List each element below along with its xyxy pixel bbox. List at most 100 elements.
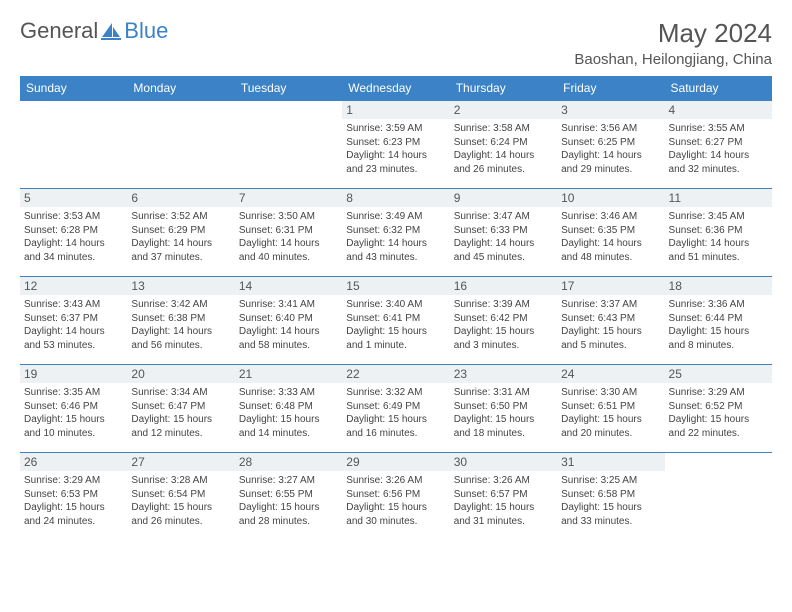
sunrise: Sunrise: 3:43 AM (24, 298, 123, 312)
day-number: 8 (342, 189, 449, 207)
weekday-header: Saturday (665, 76, 772, 101)
sunset: Sunset: 6:44 PM (669, 312, 768, 326)
day-info: Sunrise: 3:42 AMSunset: 6:38 PMDaylight:… (131, 298, 230, 352)
day-number: 31 (557, 453, 664, 471)
daylight: Daylight: 15 hours and 8 minutes. (669, 325, 768, 352)
sunset: Sunset: 6:55 PM (239, 488, 338, 502)
daylight: Daylight: 14 hours and 29 minutes. (561, 149, 660, 176)
sunset: Sunset: 6:50 PM (454, 400, 553, 414)
daylight: Daylight: 14 hours and 34 minutes. (24, 237, 123, 264)
calendar-row: 19Sunrise: 3:35 AMSunset: 6:46 PMDayligh… (20, 365, 772, 453)
calendar-cell: 1Sunrise: 3:59 AMSunset: 6:23 PMDaylight… (342, 101, 449, 189)
logo-sail-icon (100, 21, 122, 41)
day-number: 7 (235, 189, 342, 207)
day-number: 26 (20, 453, 127, 471)
day-info: Sunrise: 3:29 AMSunset: 6:53 PMDaylight:… (24, 474, 123, 528)
day-number: 4 (665, 101, 772, 119)
sunset: Sunset: 6:48 PM (239, 400, 338, 414)
calendar-row: 1Sunrise: 3:59 AMSunset: 6:23 PMDaylight… (20, 101, 772, 189)
calendar-cell: 13Sunrise: 3:42 AMSunset: 6:38 PMDayligh… (127, 277, 234, 365)
sunrise: Sunrise: 3:36 AM (669, 298, 768, 312)
day-number: 18 (665, 277, 772, 295)
day-number: 20 (127, 365, 234, 383)
day-info: Sunrise: 3:34 AMSunset: 6:47 PMDaylight:… (131, 386, 230, 440)
calendar-page: General Blue May 2024 Baoshan, Heilongji… (0, 0, 792, 551)
day-number: 12 (20, 277, 127, 295)
day-number: 5 (20, 189, 127, 207)
day-info: Sunrise: 3:56 AMSunset: 6:25 PMDaylight:… (561, 122, 660, 176)
sunrise: Sunrise: 3:28 AM (131, 474, 230, 488)
daylight: Daylight: 14 hours and 32 minutes. (669, 149, 768, 176)
sunrise: Sunrise: 3:29 AM (669, 386, 768, 400)
calendar-cell: 3Sunrise: 3:56 AMSunset: 6:25 PMDaylight… (557, 101, 664, 189)
day-info: Sunrise: 3:33 AMSunset: 6:48 PMDaylight:… (239, 386, 338, 440)
day-info: Sunrise: 3:49 AMSunset: 6:32 PMDaylight:… (346, 210, 445, 264)
calendar-cell: 17Sunrise: 3:37 AMSunset: 6:43 PMDayligh… (557, 277, 664, 365)
calendar-cell: 27 Sunrise: 3:28 AMSunset: 6:54 PMDayligh… (127, 453, 234, 541)
calendar-cell: 16Sunrise: 3:39 AMSunset: 6:42 PMDayligh… (450, 277, 557, 365)
day-info: Sunrise: 3:36 AMSunset: 6:44 PMDaylight:… (669, 298, 768, 352)
calendar-cell: 18 Sunrise: 3:36 AMSunset: 6:44 PMDayligh… (665, 277, 772, 365)
day-info: Sunrise: 3:35 AMSunset: 6:46 PMDaylight:… (24, 386, 123, 440)
logo-word2: Blue (124, 18, 168, 44)
calendar-cell (235, 101, 342, 189)
calendar-cell (665, 453, 772, 541)
day-info: Sunrise: 3:25 AMSunset: 6:58 PMDaylight:… (561, 474, 660, 528)
daylight: Daylight: 15 hours and 12 minutes. (131, 413, 230, 440)
daylight: Daylight: 15 hours and 14 minutes. (239, 413, 338, 440)
weekday-header: Tuesday (235, 76, 342, 101)
day-info: Sunrise: 3:50 AMSunset: 6:31 PMDaylight:… (239, 210, 338, 264)
sunrise: Sunrise: 3:32 AM (346, 386, 445, 400)
calendar-body: 1Sunrise: 3:59 AMSunset: 6:23 PMDaylight… (20, 101, 772, 541)
calendar-cell: 15Sunrise: 3:40 AMSunset: 6:41 PMDayligh… (342, 277, 449, 365)
calendar-cell: 7 Sunrise: 3:50 AMSunset: 6:31 PMDaylight… (235, 189, 342, 277)
weekday-header: Monday (127, 76, 234, 101)
sunset: Sunset: 6:37 PM (24, 312, 123, 326)
sunset: Sunset: 6:58 PM (561, 488, 660, 502)
day-info: Sunrise: 3:53 AMSunset: 6:28 PMDaylight:… (24, 210, 123, 264)
daylight: Daylight: 15 hours and 26 minutes. (131, 501, 230, 528)
sunrise: Sunrise: 3:25 AM (561, 474, 660, 488)
day-number: 25 (665, 365, 772, 383)
sunset: Sunset: 6:46 PM (24, 400, 123, 414)
sunrise: Sunrise: 3:30 AM (561, 386, 660, 400)
daylight: Daylight: 14 hours and 45 minutes. (454, 237, 553, 264)
sunrise: Sunrise: 3:33 AM (239, 386, 338, 400)
sunrise: Sunrise: 3:45 AM (669, 210, 768, 224)
daylight: Daylight: 15 hours and 5 minutes. (561, 325, 660, 352)
sunset: Sunset: 6:43 PM (561, 312, 660, 326)
sunrise: Sunrise: 3:39 AM (454, 298, 553, 312)
day-info: Sunrise: 3:37 AMSunset: 6:43 PMDaylight:… (561, 298, 660, 352)
sunrise: Sunrise: 3:26 AM (454, 474, 553, 488)
header: General Blue May 2024 Baoshan, Heilongji… (20, 18, 772, 68)
daylight: Daylight: 14 hours and 23 minutes. (346, 149, 445, 176)
calendar-cell (127, 101, 234, 189)
daylight: Daylight: 15 hours and 30 minutes. (346, 501, 445, 528)
location: Baoshan, Heilongjiang, China (574, 51, 772, 68)
day-number: 28 (235, 453, 342, 471)
day-number: 10 (557, 189, 664, 207)
day-info: Sunrise: 3:39 AMSunset: 6:42 PMDaylight:… (454, 298, 553, 352)
day-number: 27 (127, 453, 234, 471)
sunset: Sunset: 6:54 PM (131, 488, 230, 502)
daylight: Daylight: 14 hours and 26 minutes. (454, 149, 553, 176)
sunset: Sunset: 6:42 PM (454, 312, 553, 326)
calendar-cell: 26 Sunrise: 3:29 AMSunset: 6:53 PMDayligh… (20, 453, 127, 541)
day-number: 30 (450, 453, 557, 471)
day-number: 2 (450, 101, 557, 119)
day-number: 9 (450, 189, 557, 207)
calendar-head: SundayMondayTuesdayWednesdayThursdayFrid… (20, 76, 772, 101)
sunset: Sunset: 6:41 PM (346, 312, 445, 326)
daylight: Daylight: 15 hours and 3 minutes. (454, 325, 553, 352)
sunset: Sunset: 6:23 PM (346, 136, 445, 150)
day-info: Sunrise: 3:27 AMSunset: 6:55 PMDaylight:… (239, 474, 338, 528)
weekday-header: Thursday (450, 76, 557, 101)
sunset: Sunset: 6:27 PM (669, 136, 768, 150)
calendar-cell: 24Sunrise: 3:30 AMSunset: 6:51 PMDayligh… (557, 365, 664, 453)
sunrise: Sunrise: 3:50 AM (239, 210, 338, 224)
sunset: Sunset: 6:52 PM (669, 400, 768, 414)
sunrise: Sunrise: 3:29 AM (24, 474, 123, 488)
title-block: May 2024 Baoshan, Heilongjiang, China (574, 18, 772, 68)
day-number: 6 (127, 189, 234, 207)
logo: General Blue (20, 18, 168, 44)
